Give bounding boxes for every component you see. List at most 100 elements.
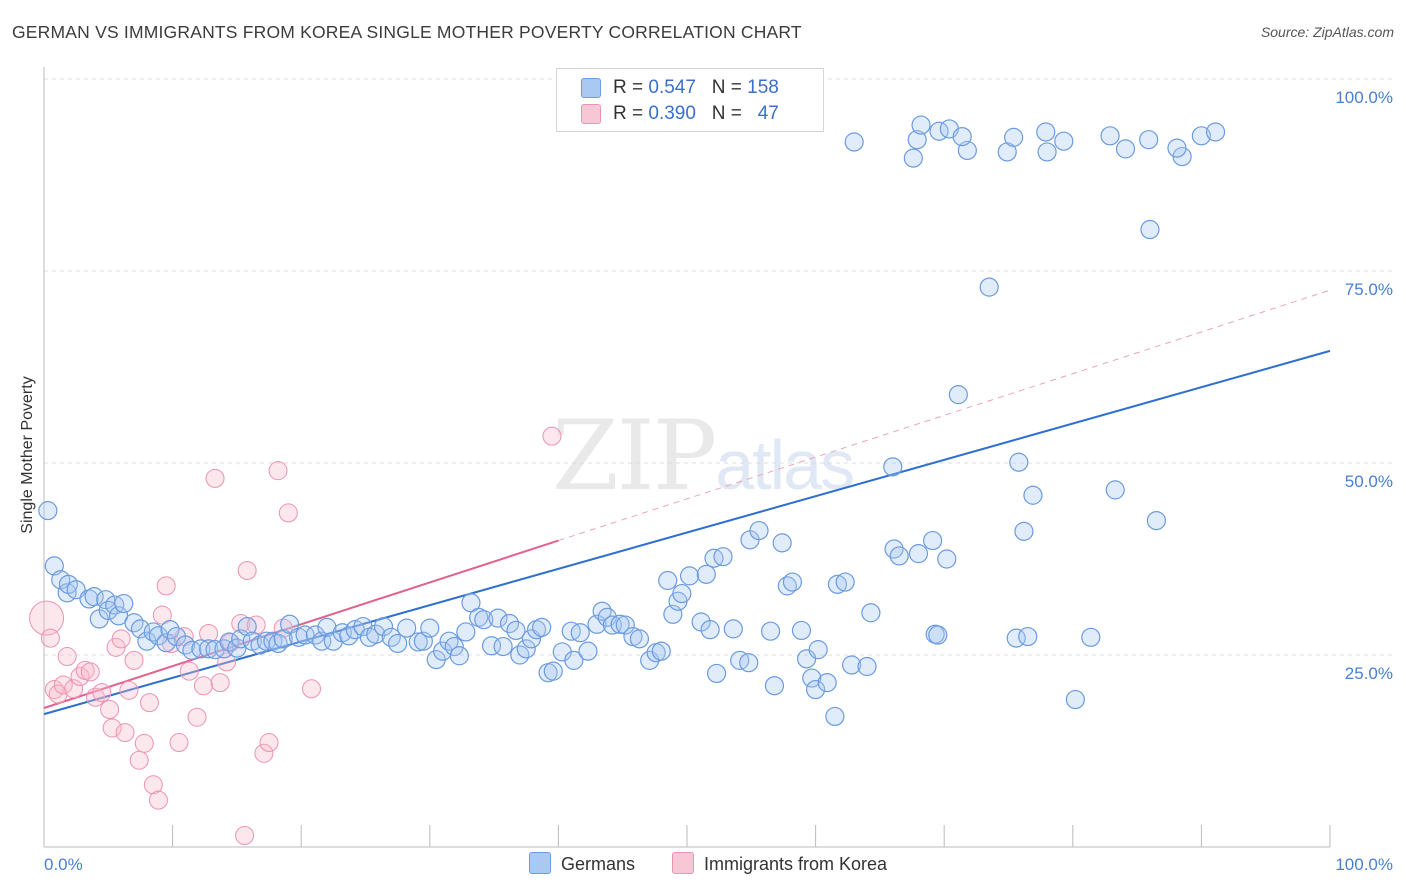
point-germans bbox=[791, 620, 812, 641]
x-tick-label-end: 100.0% bbox=[1335, 855, 1393, 874]
point-germans bbox=[570, 623, 590, 643]
point-germans bbox=[651, 641, 671, 661]
point-germans bbox=[219, 632, 239, 652]
legend-r-germans: 0.547 bbox=[648, 77, 696, 98]
point-germans bbox=[449, 646, 469, 666]
legend-n-label: N = bbox=[711, 103, 742, 124]
point-korea bbox=[80, 662, 100, 682]
point-germans bbox=[191, 639, 211, 659]
bottom-legend-korea: Immigrants from Korea bbox=[672, 852, 887, 875]
point-korea bbox=[278, 503, 298, 523]
point-germans bbox=[439, 631, 459, 651]
point-germans bbox=[844, 132, 864, 152]
point-germans bbox=[706, 663, 727, 684]
point-germans bbox=[143, 622, 163, 642]
source-label: Source: ZipAtlas.com bbox=[1260, 24, 1394, 40]
bottom-swatch-germans bbox=[529, 852, 551, 874]
point-germans bbox=[231, 629, 251, 649]
point-germans bbox=[516, 639, 536, 659]
legend-text-germans: R = 0.547 N = 158 bbox=[613, 77, 779, 99]
legend-swatch-korea bbox=[581, 104, 601, 124]
point-germans bbox=[474, 610, 494, 630]
point-korea bbox=[40, 628, 60, 648]
point-germans bbox=[1115, 139, 1136, 159]
point-korea bbox=[143, 775, 163, 795]
point-korea bbox=[542, 426, 562, 446]
point-germans bbox=[1037, 142, 1057, 162]
point-korea bbox=[179, 661, 199, 681]
point-korea bbox=[148, 790, 168, 810]
point-germans bbox=[861, 603, 881, 623]
point-germans bbox=[658, 570, 678, 591]
legend-n-germans: 158 bbox=[747, 77, 779, 98]
point-germans bbox=[420, 618, 440, 638]
point-germans bbox=[835, 572, 855, 592]
bottom-label-germans: Germans bbox=[561, 854, 636, 874]
point-germans bbox=[532, 617, 552, 637]
point-germans bbox=[388, 633, 408, 654]
watermark: ZIPatlas bbox=[552, 400, 855, 512]
point-germans bbox=[38, 501, 58, 521]
chart-title: GERMAN VS IMMIGRANTS FROM KOREA SINGLE M… bbox=[12, 22, 802, 42]
point-germans bbox=[908, 544, 929, 564]
point-korea bbox=[134, 733, 154, 753]
point-korea bbox=[301, 679, 321, 699]
point-germans bbox=[948, 385, 968, 405]
bottom-swatch-korea bbox=[672, 852, 694, 874]
point-germans bbox=[1009, 452, 1029, 472]
point-germans bbox=[1018, 626, 1038, 647]
point-germans bbox=[805, 679, 826, 700]
point-germans bbox=[723, 619, 743, 639]
y-tick-label: 50.0% bbox=[1345, 472, 1393, 491]
point-korea bbox=[235, 825, 255, 845]
point-germans bbox=[615, 615, 635, 635]
point-germans bbox=[1036, 122, 1056, 142]
bottom-legend-germans: Germans bbox=[529, 852, 635, 875]
point-korea bbox=[139, 693, 159, 713]
point-germans bbox=[295, 625, 315, 645]
x-tick-label-start: 0.0% bbox=[44, 855, 83, 874]
point-korea bbox=[187, 707, 207, 727]
legend-r-label: R = bbox=[613, 77, 644, 98]
point-germans bbox=[802, 668, 822, 688]
trend-line-korea bbox=[43, 539, 559, 709]
point-germans bbox=[817, 673, 837, 693]
point-germans bbox=[760, 621, 781, 641]
point-germans bbox=[700, 620, 720, 640]
point-germans bbox=[592, 601, 612, 621]
legend-r-label: R = bbox=[613, 103, 644, 124]
point-germans bbox=[84, 587, 104, 607]
point-germans bbox=[764, 676, 785, 696]
point-germans bbox=[928, 625, 948, 645]
point-germans bbox=[444, 636, 464, 657]
point-germans bbox=[280, 614, 300, 634]
point-korea bbox=[92, 683, 112, 703]
point-germans bbox=[903, 148, 923, 168]
point-korea bbox=[156, 576, 176, 596]
point-germans bbox=[1205, 122, 1226, 142]
point-korea bbox=[129, 750, 149, 770]
point-korea bbox=[205, 468, 225, 488]
y-tick-label: 25.0% bbox=[1345, 664, 1393, 683]
point-germans bbox=[1081, 627, 1101, 647]
point-korea bbox=[57, 647, 77, 667]
point-germans bbox=[610, 614, 630, 634]
point-germans bbox=[782, 572, 803, 592]
point-germans bbox=[1167, 138, 1187, 158]
point-germans bbox=[1014, 521, 1034, 541]
point-germans bbox=[952, 127, 972, 147]
point-germans bbox=[889, 546, 909, 566]
point-germans bbox=[199, 639, 219, 659]
point-germans bbox=[772, 533, 792, 553]
point-germans bbox=[825, 706, 845, 727]
point-germans bbox=[739, 653, 759, 673]
legend-n-label: N = bbox=[711, 77, 742, 98]
point-germans bbox=[1065, 689, 1085, 710]
point-germans bbox=[857, 656, 877, 677]
point-germans bbox=[1139, 130, 1159, 150]
point-germans bbox=[1146, 510, 1166, 531]
point-germans bbox=[397, 618, 417, 638]
point-germans bbox=[564, 650, 584, 670]
point-korea bbox=[64, 679, 84, 699]
